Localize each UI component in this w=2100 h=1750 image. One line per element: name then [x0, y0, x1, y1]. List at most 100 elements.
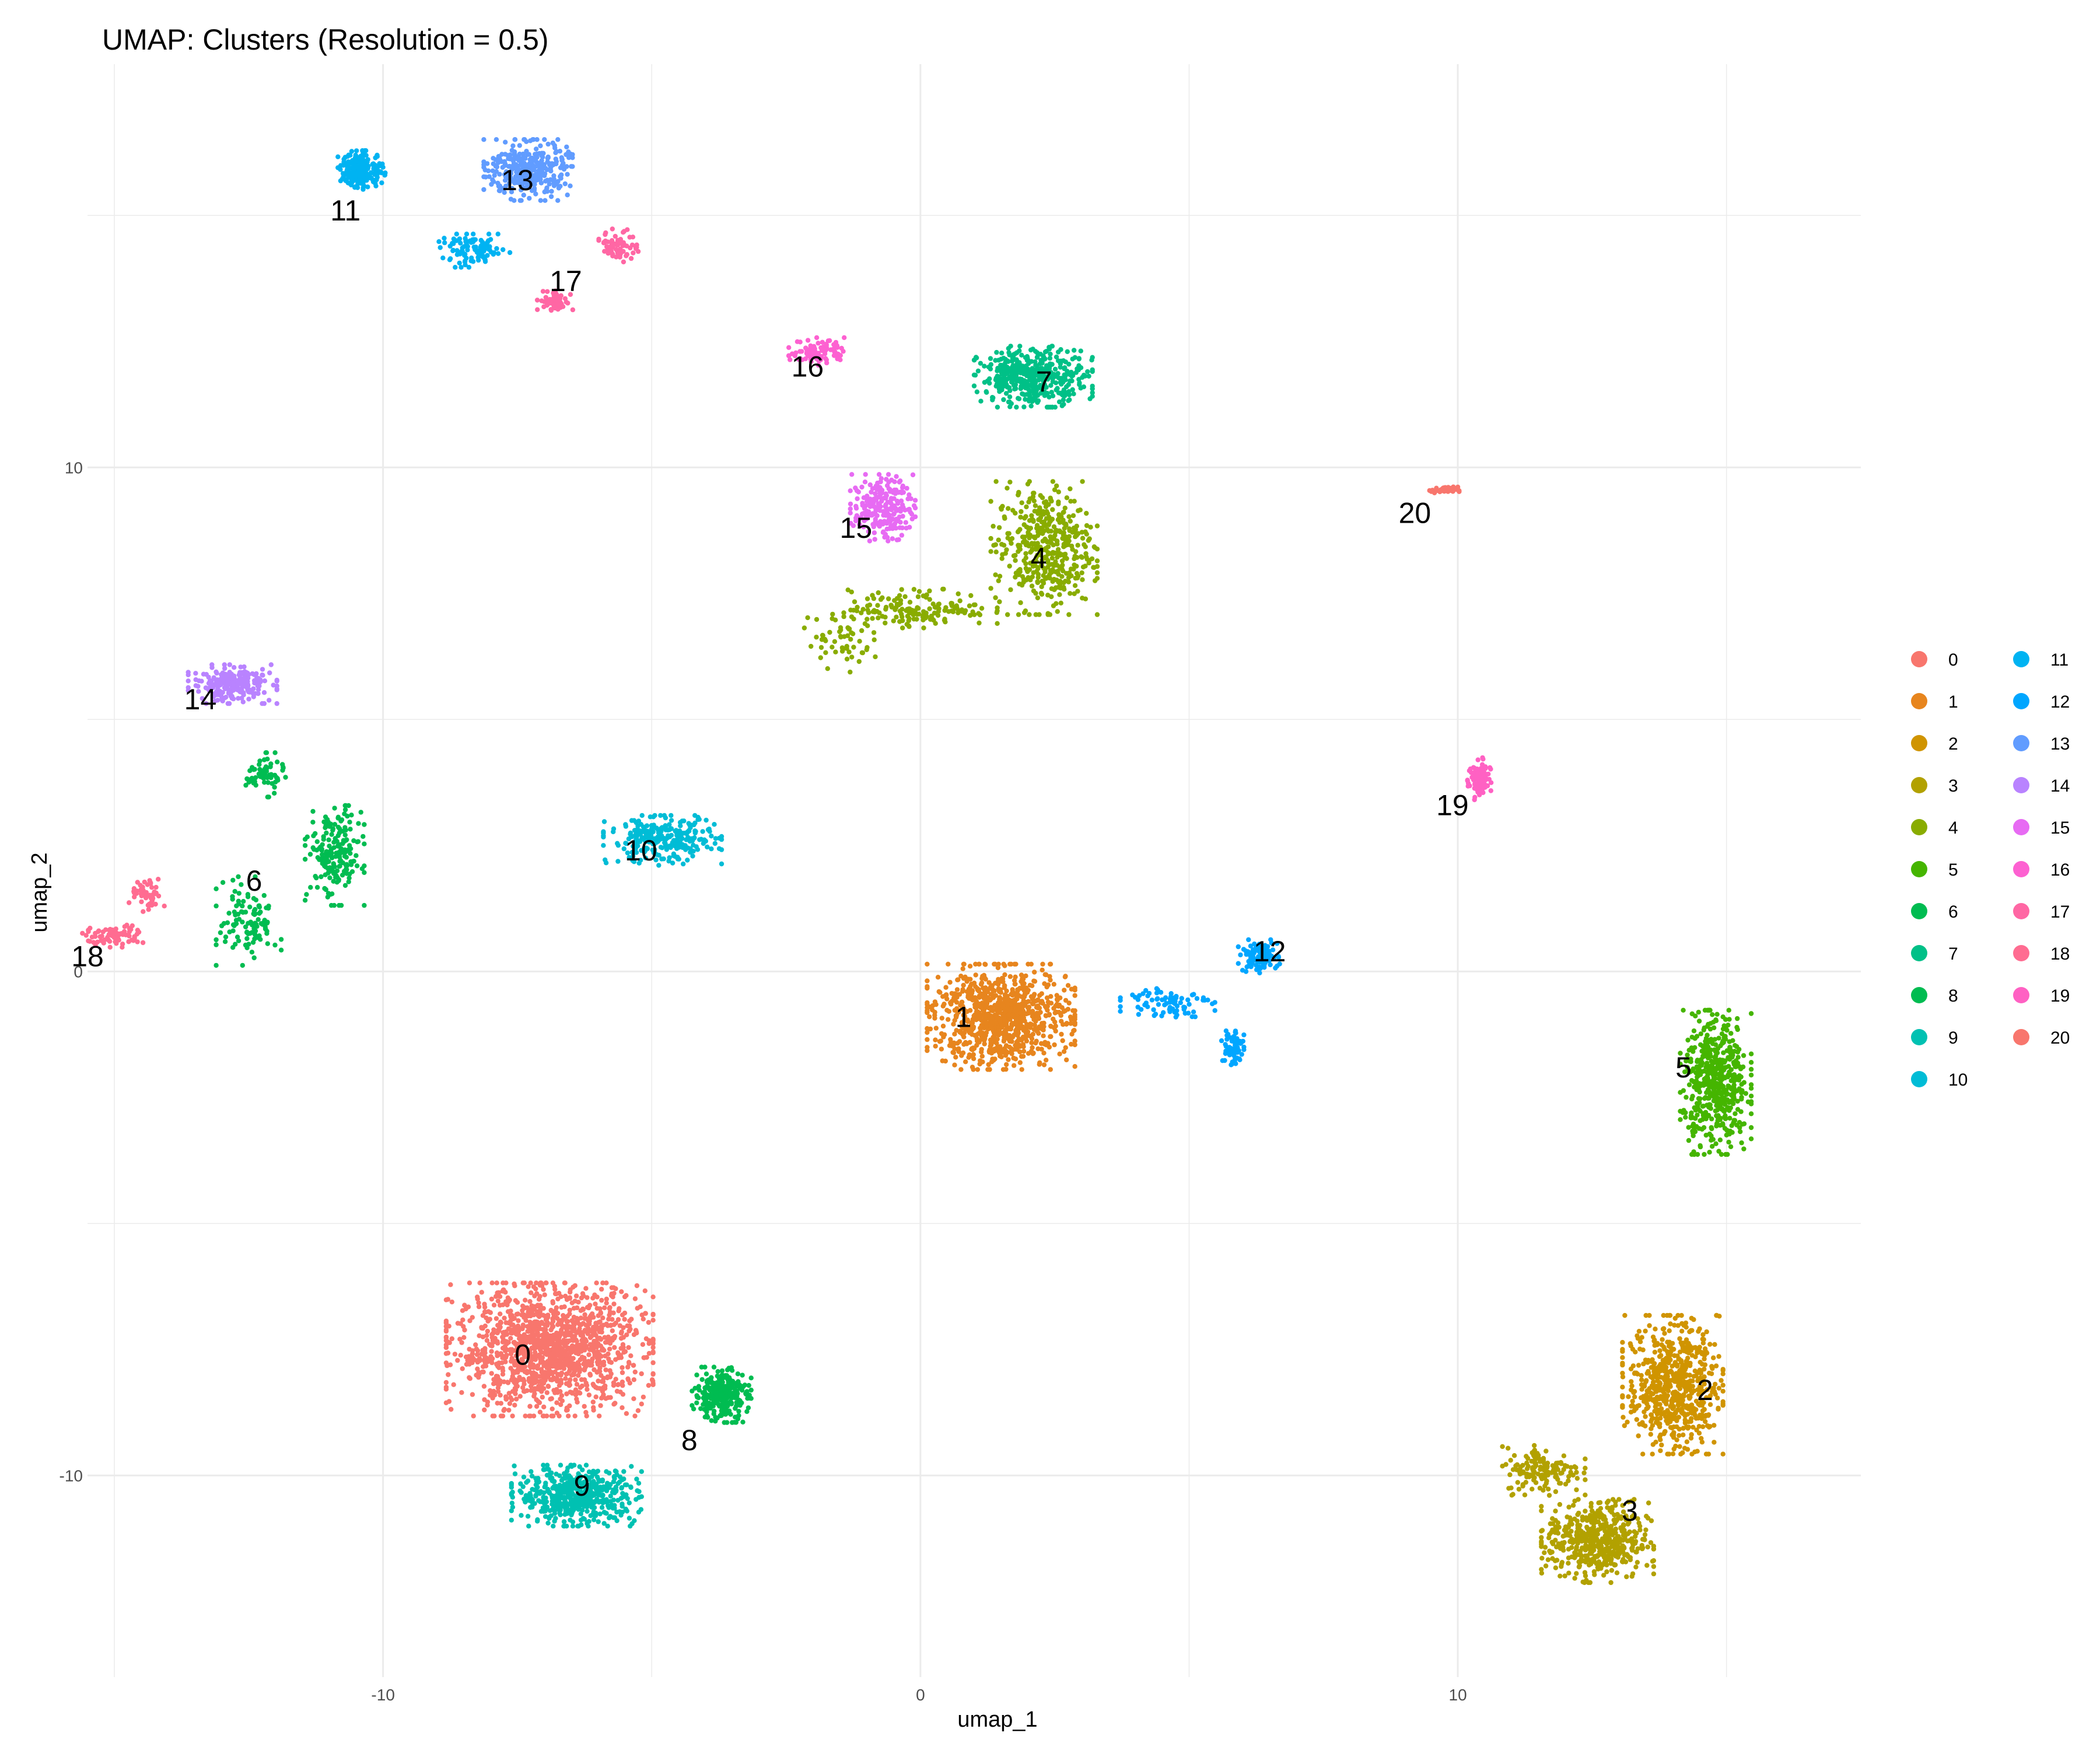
- point-cluster-4: [1020, 574, 1026, 579]
- point-cluster-2: [1677, 1444, 1682, 1449]
- point-cluster-0: [538, 1359, 544, 1364]
- point-cluster-5: [1701, 1083, 1706, 1088]
- point-cluster-3: [1546, 1493, 1552, 1498]
- point-cluster-4: [830, 616, 835, 621]
- point-cluster-0: [505, 1295, 510, 1300]
- point-cluster-4: [1073, 534, 1078, 540]
- point-cluster-0: [610, 1328, 615, 1334]
- point-cluster-0: [646, 1350, 652, 1356]
- point-cluster-3: [1563, 1482, 1569, 1487]
- point-cluster-0: [479, 1290, 484, 1295]
- point-cluster-0: [495, 1340, 501, 1346]
- point-cluster-0: [531, 1324, 536, 1329]
- point-cluster-4: [900, 625, 905, 631]
- point-cluster-0: [467, 1280, 473, 1286]
- point-cluster-0: [625, 1376, 631, 1381]
- point-cluster-0: [582, 1404, 587, 1409]
- point-cluster-3: [1585, 1545, 1590, 1550]
- point-cluster-1: [961, 961, 967, 967]
- point-cluster-5: [1723, 1037, 1728, 1042]
- point-cluster-2: [1650, 1451, 1655, 1457]
- point-cluster-4: [891, 618, 897, 624]
- point-cluster-0: [618, 1355, 624, 1360]
- point-cluster-2: [1657, 1354, 1662, 1359]
- point-cluster-5: [1728, 1067, 1734, 1072]
- point-cluster-4: [1027, 496, 1032, 502]
- point-cluster-2: [1681, 1394, 1686, 1399]
- point-cluster-0: [590, 1399, 596, 1405]
- point-cluster-0: [600, 1315, 606, 1321]
- point-cluster-0: [506, 1320, 512, 1326]
- point-cluster-0: [600, 1280, 606, 1286]
- point-cluster-0: [494, 1280, 499, 1286]
- point-cluster-0: [619, 1329, 624, 1335]
- point-cluster-5: [1700, 1054, 1706, 1059]
- point-cluster-4: [959, 607, 965, 612]
- point-cluster-0: [583, 1380, 589, 1386]
- point-cluster-1: [1037, 993, 1042, 998]
- point-cluster-1: [988, 1037, 993, 1042]
- point-cluster-2: [1688, 1384, 1693, 1389]
- point-cluster-0: [567, 1311, 572, 1317]
- point-cluster-3: [1583, 1573, 1588, 1578]
- point-cluster-1: [998, 988, 1003, 993]
- point-cluster-6: [354, 853, 359, 858]
- point-cluster-4: [1073, 576, 1079, 581]
- point-cluster-0: [545, 1384, 551, 1389]
- point-cluster-1: [1064, 1057, 1069, 1063]
- point-cluster-4: [988, 586, 993, 591]
- point-cluster-0: [640, 1394, 646, 1400]
- point-cluster-4: [1054, 601, 1059, 606]
- point-cluster-3: [1651, 1558, 1657, 1563]
- point-cluster-3: [1640, 1536, 1646, 1542]
- point-cluster-0: [502, 1315, 507, 1321]
- point-cluster-2: [1706, 1451, 1712, 1457]
- point-cluster-6: [314, 875, 319, 881]
- point-cluster-4: [1058, 600, 1064, 606]
- point-cluster-5: [1703, 1038, 1708, 1044]
- point-cluster-0: [536, 1399, 541, 1404]
- point-cluster-0: [545, 1374, 551, 1379]
- point-cluster-5: [1726, 1139, 1731, 1145]
- point-cluster-3: [1524, 1471, 1530, 1477]
- point-cluster-0: [510, 1374, 515, 1379]
- point-cluster-3: [1544, 1463, 1550, 1468]
- point-cluster-2: [1620, 1360, 1625, 1366]
- point-cluster-0: [505, 1309, 511, 1314]
- point-cluster-4: [1044, 516, 1049, 521]
- point-cluster-3: [1645, 1516, 1651, 1521]
- point-cluster-4: [1017, 542, 1023, 548]
- point-cluster-0: [528, 1413, 533, 1419]
- point-cluster-5: [1713, 1042, 1718, 1048]
- point-cluster-0: [624, 1332, 629, 1338]
- point-cluster-2: [1714, 1312, 1720, 1318]
- point-cluster-4: [936, 609, 942, 614]
- point-cluster-5: [1713, 1053, 1718, 1059]
- point-cluster-5: [1714, 1113, 1719, 1118]
- point-cluster-1: [983, 1013, 989, 1019]
- point-cluster-3: [1597, 1500, 1603, 1505]
- point-cluster-2: [1651, 1396, 1657, 1402]
- point-cluster-2: [1667, 1328, 1672, 1334]
- point-cluster-0: [610, 1317, 615, 1322]
- point-cluster-4: [802, 625, 807, 631]
- point-cluster-4: [1050, 507, 1055, 512]
- point-cluster-3: [1506, 1446, 1511, 1451]
- point-cluster-4: [1018, 600, 1023, 606]
- point-cluster-1: [925, 1009, 930, 1015]
- point-cluster-3: [1591, 1539, 1596, 1545]
- point-cluster-0: [594, 1280, 599, 1286]
- point-cluster-0: [531, 1284, 537, 1289]
- point-cluster-5: [1713, 1141, 1718, 1146]
- point-cluster-0: [604, 1280, 609, 1286]
- point-cluster-3: [1535, 1471, 1541, 1476]
- point-cluster-1: [1007, 961, 1013, 967]
- point-cluster-0: [488, 1343, 494, 1348]
- point-cluster-0: [592, 1367, 597, 1373]
- point-cluster-2: [1657, 1380, 1662, 1385]
- point-cluster-2: [1702, 1353, 1707, 1358]
- point-cluster-1: [961, 982, 966, 988]
- point-cluster-0: [470, 1351, 475, 1356]
- point-cluster-0: [566, 1383, 572, 1388]
- point-cluster-0: [476, 1300, 481, 1306]
